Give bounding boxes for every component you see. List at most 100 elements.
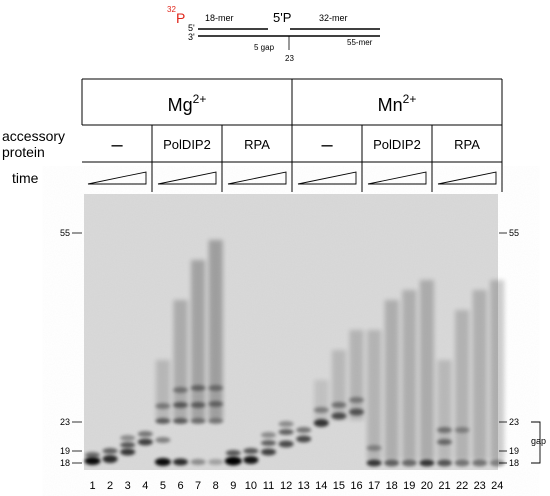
smear-lane-15: [331, 350, 346, 420]
marker-label-left: 23: [60, 417, 70, 427]
band-lane-11: [261, 440, 276, 446]
label-5p: 5'P: [273, 10, 291, 25]
marker-label-right: 19: [509, 446, 519, 456]
lane-number-11: 11: [263, 480, 274, 492]
smear-lane-20: [419, 280, 434, 460]
lane-number-2: 2: [107, 480, 113, 492]
band-lane-4: [137, 438, 153, 446]
smear-lane-18: [384, 300, 399, 460]
row-label-accessory: accessory: [2, 128, 65, 144]
accessory-label-1: –: [111, 134, 123, 156]
band-lane-4: [137, 431, 153, 437]
size-markers-right: 55 23 19 18: [499, 228, 519, 468]
band-lane-5: [154, 458, 171, 466]
time-wedge-2: [157, 171, 217, 185]
marker-label-left: 18: [60, 458, 70, 468]
lane-number-12: 12: [280, 480, 292, 492]
smear-lane-24: [490, 280, 505, 460]
label-position-23: 23: [285, 54, 294, 63]
marker-label-left: 55: [60, 228, 70, 238]
lane-number-22: 22: [456, 480, 468, 492]
smear-lane-19: [402, 290, 417, 460]
band-lane-20: [419, 459, 435, 467]
smear-lane-5: [155, 360, 170, 420]
lane-number-7: 7: [195, 480, 201, 492]
smear-lane-16: [349, 330, 364, 420]
accessory-cells: – PolDIP2 RPA – PolDIP2 RPA: [111, 134, 480, 156]
band-lane-19: [401, 459, 417, 467]
band-lane-2: [102, 448, 118, 454]
band-lane-10: [243, 448, 259, 454]
band-lane-11: [261, 448, 276, 456]
accessory-label-3: RPA: [244, 137, 270, 152]
metal-mg-label: Mg2+: [168, 92, 207, 115]
band-lane-1: [85, 452, 100, 458]
gap-bracket: [531, 421, 541, 464]
condition-table: [81, 78, 503, 192]
label-3-prime-left: 3': [188, 32, 195, 42]
gel-texture: [84, 194, 498, 470]
lane-number-10: 10: [245, 480, 257, 492]
band-lane-11: [261, 432, 276, 438]
band-lane-22: [454, 459, 470, 467]
substrate-diagram: 32 P 18-mer 5'P 32-mer 5' 3' 5 gap 55-me…: [167, 5, 380, 63]
time-wedge-1: [87, 171, 147, 185]
band-lane-13: [296, 427, 312, 433]
lane-number-20: 20: [421, 480, 433, 492]
band-lane-12: [278, 429, 294, 435]
band-lane-3: [120, 435, 136, 441]
lane-number-16: 16: [350, 480, 362, 492]
band-lane-12: [278, 421, 294, 427]
marker-label-right: 55: [509, 228, 519, 238]
accessory-label-6: RPA: [454, 137, 480, 152]
label-5-gap: 5 gap: [254, 43, 275, 52]
lane-number-17: 17: [368, 480, 380, 492]
band-lane-14: [313, 419, 329, 427]
band-lane-9: [224, 456, 242, 466]
time-wedges: [87, 171, 497, 185]
accessory-label-5: PolDIP2: [373, 137, 421, 152]
band-lane-13: [296, 435, 312, 443]
lane-number-6: 6: [177, 480, 183, 492]
gel: [84, 194, 505, 470]
metal-mn-label: Mn2+: [378, 92, 417, 115]
lane-number-9: 9: [230, 480, 236, 492]
lane-number-15: 15: [333, 480, 345, 492]
lane-numbers: 1 2 3 4 5 6 7 8 9 10 11 12 13 14 15 16 17 18 19 20 21 22 23 24: [89, 480, 503, 492]
band-lane-18: [384, 459, 400, 467]
time-wedge-3: [227, 171, 287, 185]
band-lane-7: [190, 459, 206, 465]
band-lane-5: [155, 437, 171, 443]
band-lane-6: [173, 458, 188, 466]
lane-number-3: 3: [125, 480, 131, 492]
band-lane-12: [278, 440, 294, 448]
lane-number-18: 18: [386, 480, 398, 492]
lane-number-13: 13: [298, 480, 310, 492]
time-wedge-5: [367, 171, 427, 185]
marker-label-right: 18: [509, 458, 519, 468]
label-32mer: 32-mer: [319, 13, 348, 23]
band-lane-3: [120, 448, 136, 456]
gap-label: gap: [531, 436, 546, 446]
band-lane-17: [366, 459, 382, 467]
lane-number-24: 24: [491, 480, 503, 492]
label-32-superscript: 32: [167, 5, 176, 14]
band-lane-3: [120, 442, 136, 448]
lane-number-19: 19: [403, 480, 415, 492]
row-label-protein: protein: [2, 144, 45, 160]
smear-lane-23: [472, 290, 487, 460]
accessory-label-2: PolDIP2: [163, 137, 211, 152]
lane-number-21: 21: [438, 480, 450, 492]
time-wedge-4: [297, 171, 357, 185]
lane-number-5: 5: [160, 480, 166, 492]
band-lane-8: [208, 459, 224, 465]
label-32p: P: [176, 10, 185, 26]
smear-lane-17: [367, 330, 382, 460]
band-lane-1: [84, 457, 101, 465]
lane-number-14: 14: [315, 480, 327, 492]
time-wedge-6: [437, 171, 497, 185]
band-lane-2: [102, 455, 118, 463]
row-label-time: time: [12, 170, 39, 186]
lane-number-4: 4: [142, 480, 148, 492]
